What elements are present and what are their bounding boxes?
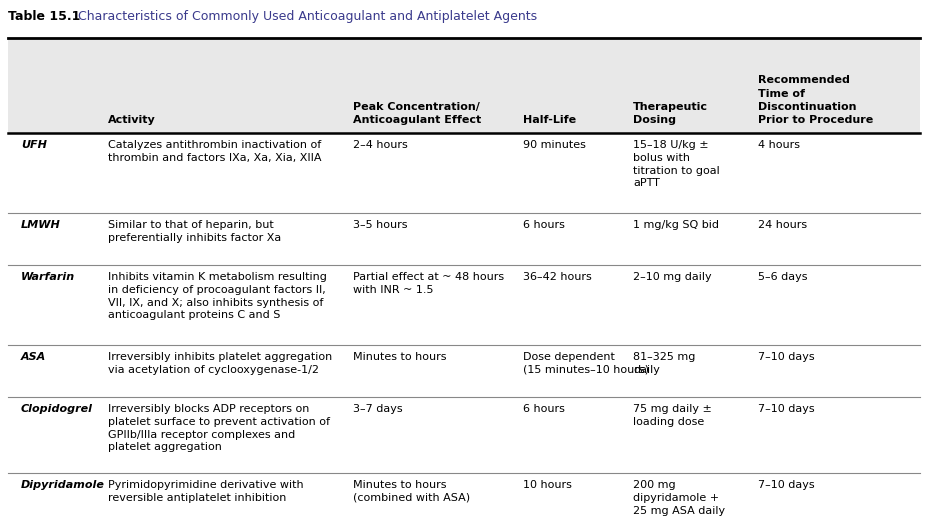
- Text: 7–10 days: 7–10 days: [757, 352, 814, 362]
- Bar: [8, 133, 919, 213]
- Text: 36–42 hours: 36–42 hours: [523, 272, 591, 282]
- Text: Warfarin: Warfarin: [21, 272, 75, 282]
- Text: Irreversibly blocks ADP receptors on
platelet surface to prevent activation of
G: Irreversibly blocks ADP receptors on pla…: [108, 404, 330, 452]
- Text: 2–10 mg daily: 2–10 mg daily: [632, 272, 711, 282]
- Text: Table 15.1: Table 15.1: [8, 10, 81, 23]
- Text: Recommended
Time of
Discontinuation
Prior to Procedure: Recommended Time of Discontinuation Prio…: [757, 75, 872, 125]
- Text: Clopidogrel: Clopidogrel: [21, 404, 93, 414]
- Text: Dose dependent
(15 minutes–10 hours): Dose dependent (15 minutes–10 hours): [523, 352, 648, 375]
- Text: Therapeutic
Dosing: Therapeutic Dosing: [632, 102, 707, 125]
- Text: Peak Concentration/
Anticoagulant Effect: Peak Concentration/ Anticoagulant Effect: [352, 102, 481, 125]
- Text: 90 minutes: 90 minutes: [523, 140, 585, 150]
- Text: LMWH: LMWH: [21, 220, 60, 230]
- Text: 81–325 mg
daily: 81–325 mg daily: [632, 352, 694, 375]
- Text: Inhibits vitamin K metabolism resulting
in deficiency of procoagulant factors II: Inhibits vitamin K metabolism resulting …: [108, 272, 326, 320]
- Text: 75 mg daily ±
loading dose: 75 mg daily ± loading dose: [632, 404, 711, 427]
- Text: Minutes to hours: Minutes to hours: [352, 352, 446, 362]
- Text: Irreversibly inhibits platelet aggregation
via acetylation of cyclooxygenase-1/2: Irreversibly inhibits platelet aggregati…: [108, 352, 332, 375]
- Bar: [8, 213, 919, 265]
- Text: Minutes to hours
(combined with ASA): Minutes to hours (combined with ASA): [352, 480, 470, 503]
- Text: 5–6 days: 5–6 days: [757, 272, 806, 282]
- Text: 7–10 days: 7–10 days: [757, 404, 814, 414]
- Text: 4 hours: 4 hours: [757, 140, 799, 150]
- Text: Characteristics of Commonly Used Anticoagulant and Antiplatelet Agents: Characteristics of Commonly Used Anticoa…: [66, 10, 537, 23]
- Text: ASA: ASA: [21, 352, 46, 362]
- Bar: [8, 397, 919, 473]
- Text: Partial effect at ~ 48 hours
with INR ~ 1.5: Partial effect at ~ 48 hours with INR ~ …: [352, 272, 503, 295]
- Text: Similar to that of heparin, but
preferentially inhibits factor Xa: Similar to that of heparin, but preferen…: [108, 220, 281, 243]
- Text: Dipyridamole: Dipyridamole: [21, 480, 105, 490]
- Text: Half-Life: Half-Life: [523, 115, 576, 125]
- Text: 3–7 days: 3–7 days: [352, 404, 402, 414]
- Text: Catalyzes antithrombin inactivation of
thrombin and factors IXa, Xa, Xia, XIIA: Catalyzes antithrombin inactivation of t…: [108, 140, 321, 163]
- Text: 10 hours: 10 hours: [523, 480, 571, 490]
- Text: 6 hours: 6 hours: [523, 404, 565, 414]
- Text: 3–5 hours: 3–5 hours: [352, 220, 407, 230]
- Text: Activity: Activity: [108, 115, 156, 125]
- Text: 7–10 days: 7–10 days: [757, 480, 814, 490]
- Text: 15–18 U/kg ±
bolus with
titration to goal
aPTT: 15–18 U/kg ± bolus with titration to goa…: [632, 140, 719, 188]
- Bar: [8, 265, 919, 345]
- Bar: [8, 345, 919, 397]
- Text: 2–4 hours: 2–4 hours: [352, 140, 407, 150]
- Text: 1 mg/kg SQ bid: 1 mg/kg SQ bid: [632, 220, 718, 230]
- Text: UFH: UFH: [21, 140, 47, 150]
- Text: Pyrimidopyrimidine derivative with
reversible antiplatelet inhibition: Pyrimidopyrimidine derivative with rever…: [108, 480, 303, 503]
- Text: 24 hours: 24 hours: [757, 220, 806, 230]
- Text: 6 hours: 6 hours: [523, 220, 565, 230]
- Bar: [8, 473, 919, 520]
- Text: 200 mg
dipyridamole +
25 mg ASA daily: 200 mg dipyridamole + 25 mg ASA daily: [632, 480, 724, 516]
